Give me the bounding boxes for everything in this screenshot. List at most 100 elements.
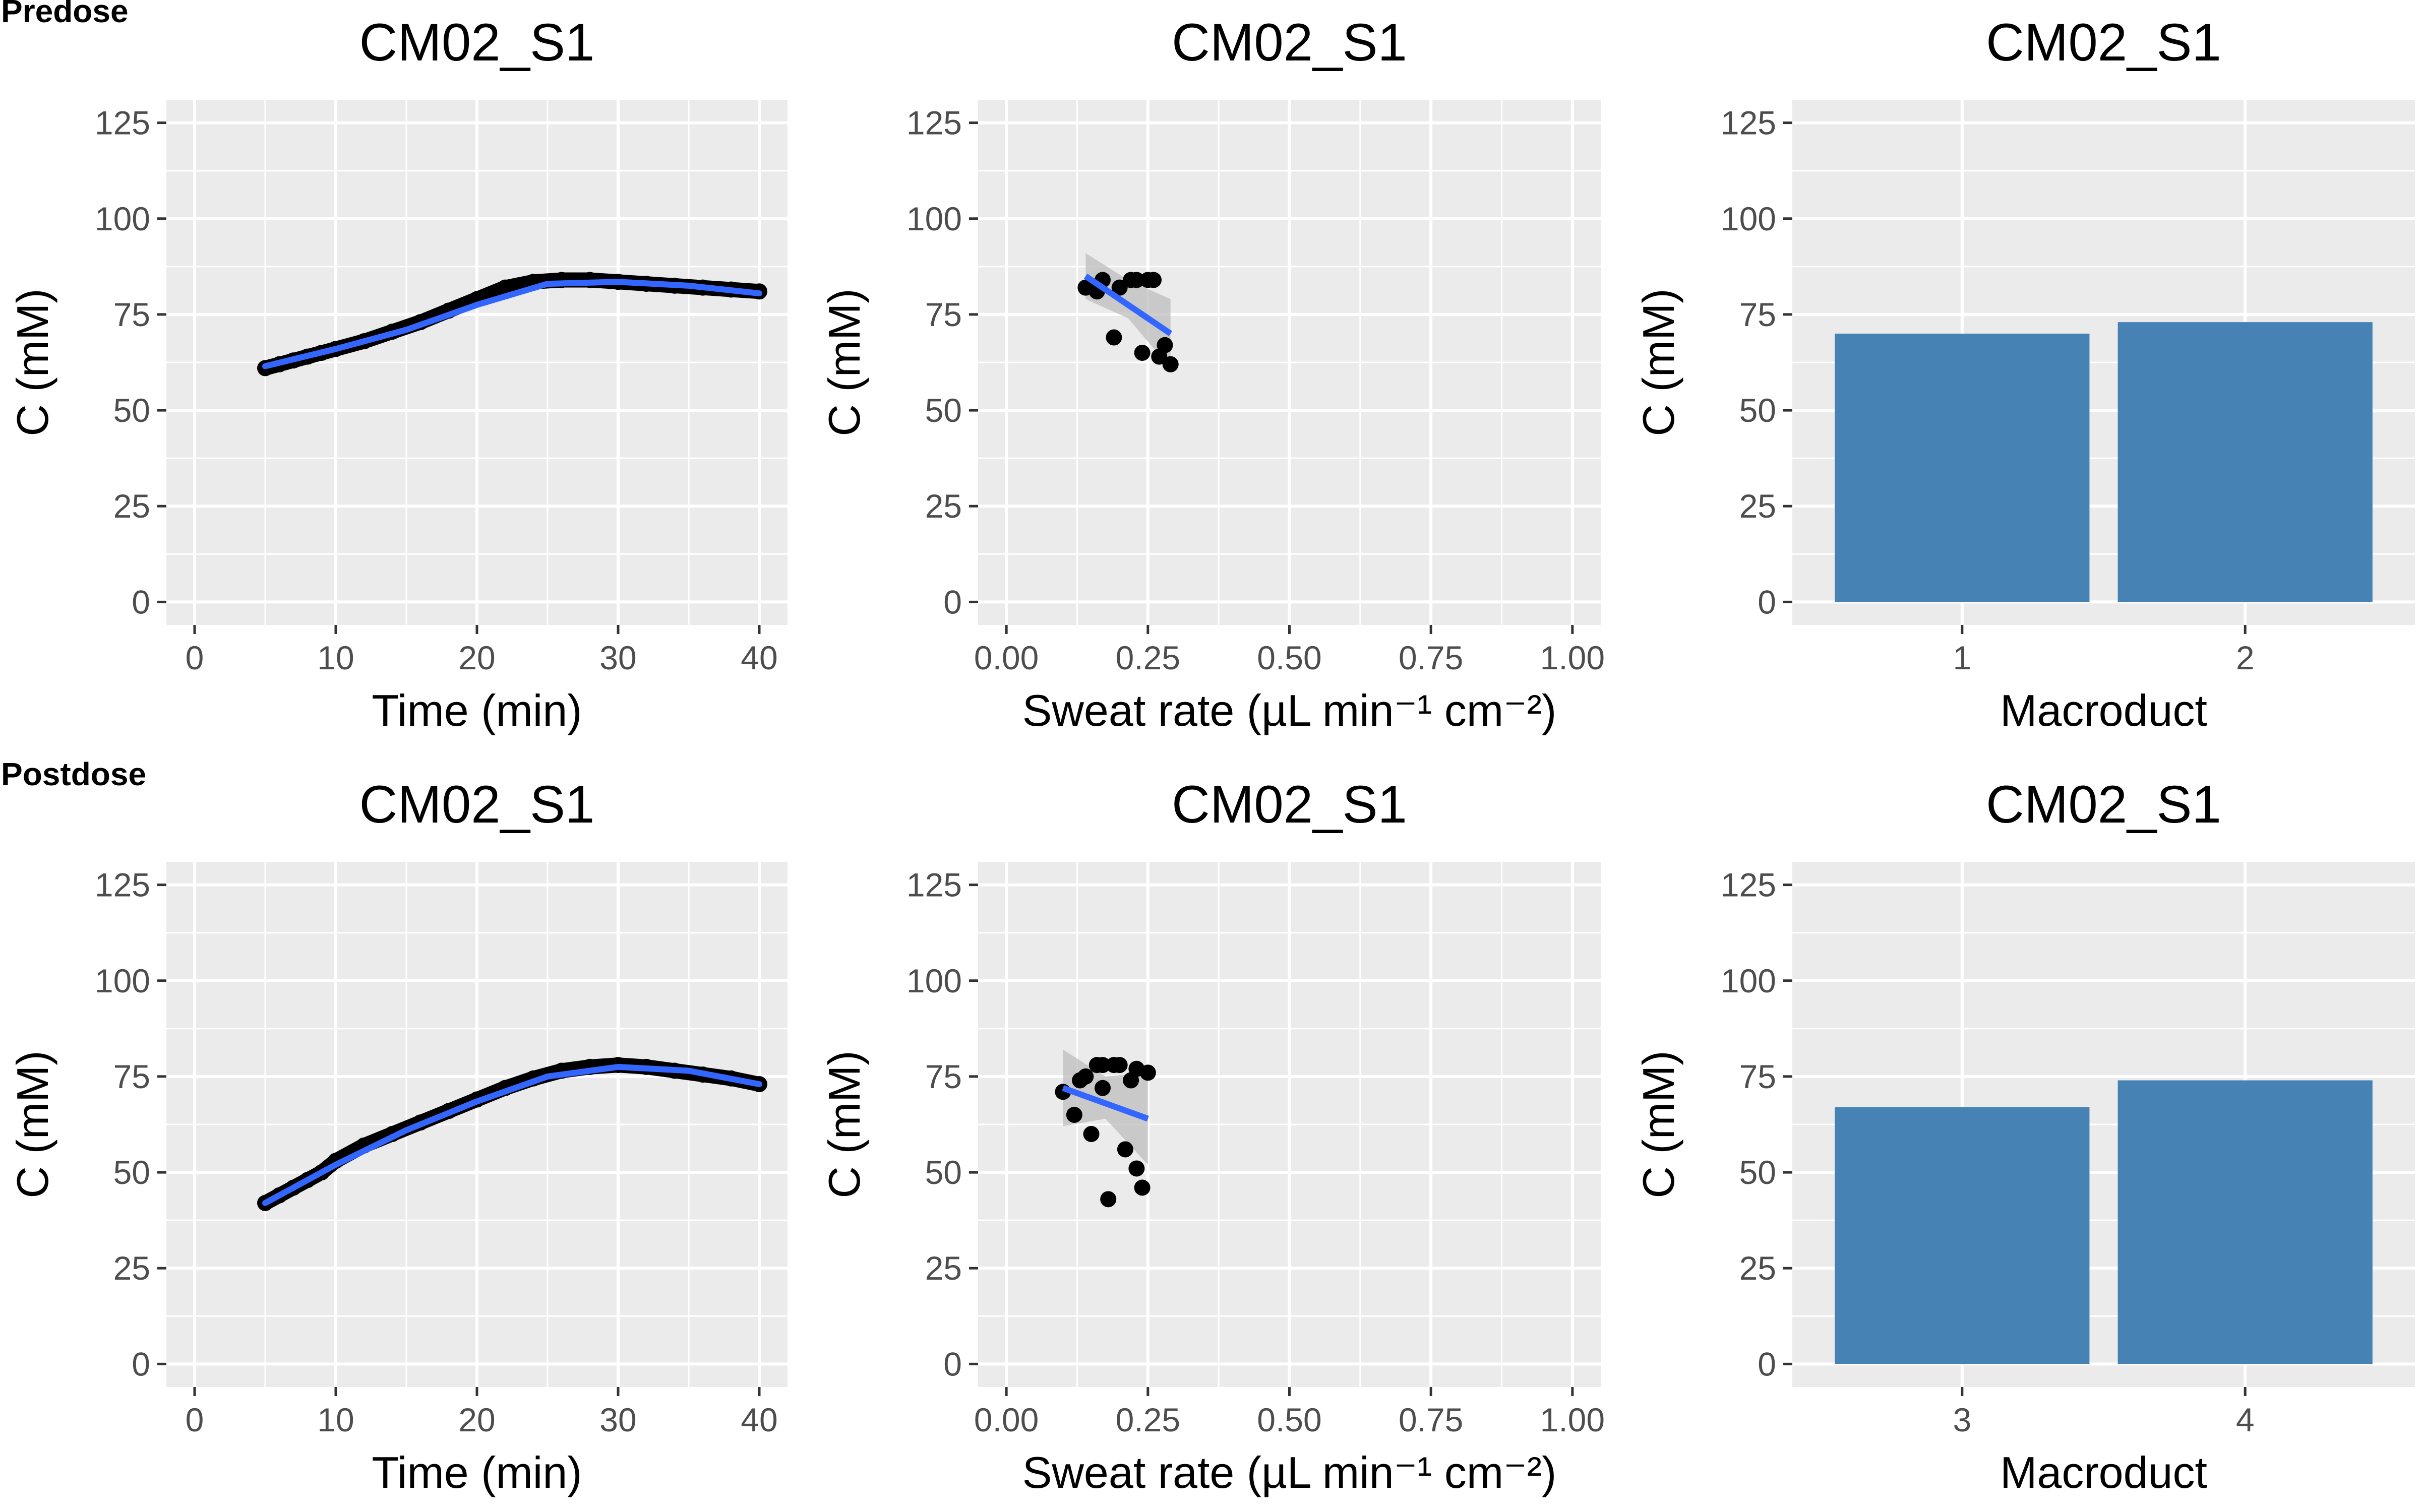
- data-point: [1111, 1057, 1128, 1074]
- bar: [2118, 322, 2373, 602]
- x-axis-title: Time (min): [372, 1447, 582, 1497]
- x-axis-title: Sweat rate (µL min⁻¹ cm⁻²): [1022, 1447, 1557, 1497]
- x-tick-label: 0.00: [974, 1401, 1039, 1438]
- y-tick-label: 0: [132, 583, 150, 620]
- bar: [1835, 1107, 2090, 1364]
- chart-panel-4: 0 25 50 75 100 125 0.00 0.25 0.50 0.75 1.00 CM02_S1…: [819, 775, 1605, 1497]
- y-tick-label: 100: [1721, 962, 1776, 999]
- panel-title: CM02_S1: [1986, 13, 2221, 72]
- x-tick-label: 40: [741, 1401, 777, 1438]
- y-tick-label: 0: [943, 583, 962, 620]
- data-point: [1066, 1106, 1082, 1123]
- chart-panel-1: 0 25 50 75 100 125 0.00 0.25 0.50 0.75 1.00 CM02_S1…: [819, 13, 1605, 735]
- x-axis-title: Macroduct: [2000, 1447, 2207, 1497]
- y-tick-label: 25: [113, 487, 150, 525]
- x-tick-label: 0.75: [1399, 1401, 1463, 1438]
- data-point: [1134, 344, 1151, 361]
- y-tick-label: 125: [906, 104, 962, 142]
- y-tick-label: 100: [906, 200, 962, 237]
- y-tick-label: 50: [113, 392, 150, 429]
- fit-line: [262, 1063, 762, 1206]
- y-tick-label: 0: [1758, 583, 1776, 620]
- fit-line: [262, 279, 762, 369]
- x-tick-label: 30: [599, 639, 636, 676]
- x-axis-title: Sweat rate (µL min⁻¹ cm⁻²): [1022, 685, 1557, 735]
- y-tick-label: 125: [95, 104, 150, 142]
- y-tick-label: 75: [1739, 1058, 1776, 1095]
- x-axis-title: Time (min): [372, 685, 582, 735]
- row-label-predose: Predose: [1, 0, 129, 29]
- y-tick-label: 25: [1739, 1249, 1776, 1287]
- y-axis-title: C (mM): [1634, 1050, 1683, 1198]
- data-point: [1077, 1068, 1094, 1085]
- y-tick-label: 25: [113, 1249, 150, 1287]
- y-axis-title: C (mM): [819, 1050, 869, 1198]
- bar: [1835, 333, 2090, 602]
- x-tick-label: 0.50: [1257, 639, 1321, 676]
- x-tick-label: 10: [317, 639, 354, 676]
- fit-line: [1083, 273, 1173, 336]
- chart-panel-5: 0 25 50 75 100 125 3 4 CM02_S1 Macroduct C (mM): [1634, 775, 2415, 1497]
- chart-panel-0: 0 25 50 75 100 125 0 10 20 30 40 CM02_S1 Time (min) C…: [8, 13, 788, 735]
- x-tick-label: 1.00: [1540, 1401, 1605, 1438]
- data-point: [1162, 356, 1179, 372]
- data-point: [1106, 329, 1122, 346]
- data-point: [1157, 337, 1173, 353]
- y-tick-label: 75: [1739, 296, 1776, 333]
- y-axis-title: C (mM): [819, 288, 869, 436]
- y-tick-label: 75: [925, 1058, 962, 1095]
- y-tick-label: 100: [906, 962, 962, 999]
- x-tick-label: 2: [2236, 639, 2255, 676]
- x-tick-label: 0: [186, 639, 204, 676]
- data-point: [1128, 1160, 1145, 1177]
- y-tick-label: 25: [925, 1249, 962, 1287]
- fit-line: [1062, 1085, 1149, 1122]
- y-tick-label: 0: [132, 1345, 150, 1382]
- x-tick-label: 0.75: [1399, 639, 1463, 676]
- data-point: [497, 279, 513, 296]
- y-tick-label: 100: [1721, 200, 1776, 237]
- y-tick-label: 0: [1758, 1345, 1776, 1382]
- x-tick-label: 3: [1953, 1401, 1971, 1438]
- panel-title: CM02_S1: [359, 775, 595, 834]
- y-tick-label: 125: [1721, 866, 1776, 904]
- y-tick-label: 100: [95, 962, 150, 999]
- y-tick-label: 125: [906, 866, 962, 904]
- y-tick-label: 25: [925, 487, 962, 525]
- y-tick-label: 125: [95, 866, 150, 904]
- x-tick-label: 0.25: [1116, 1401, 1180, 1438]
- data-point: [1117, 1141, 1133, 1158]
- chart-panel-2: 0 25 50 75 100 125 1 2 CM02_S1 Macroduct C (mM): [1634, 13, 2415, 735]
- data-point: [1128, 272, 1145, 288]
- x-tick-label: 0.25: [1116, 639, 1180, 676]
- y-tick-label: 0: [943, 1345, 962, 1382]
- y-tick-label: 50: [113, 1154, 150, 1191]
- y-tick-label: 50: [1739, 1154, 1776, 1191]
- x-tick-label: 4: [2236, 1401, 2255, 1438]
- y-tick-label: 50: [1739, 392, 1776, 429]
- y-tick-label: 125: [1721, 104, 1776, 142]
- panel-title: CM02_S1: [1172, 775, 1407, 834]
- y-tick-label: 50: [925, 1154, 962, 1191]
- data-point: [1083, 1126, 1100, 1143]
- x-tick-label: 10: [317, 1401, 354, 1438]
- x-tick-label: 20: [458, 639, 495, 676]
- y-tick-label: 100: [95, 200, 150, 237]
- data-point: [1111, 279, 1128, 296]
- data-point: [1134, 1179, 1151, 1196]
- x-tick-label: 1.00: [1540, 639, 1605, 676]
- y-tick-label: 75: [113, 296, 150, 333]
- panel-title: CM02_S1: [359, 13, 595, 72]
- x-axis-title: Macroduct: [2000, 685, 2207, 735]
- x-tick-label: 1: [1953, 639, 1971, 676]
- panel-title: CM02_S1: [1986, 775, 2221, 834]
- chart-panel-3: 0 25 50 75 100 125 0 10 20 30 40 CM02_S1 Time (min) C…: [8, 775, 788, 1497]
- data-point: [1145, 272, 1162, 288]
- data-point: [1095, 1057, 1111, 1074]
- bar: [2118, 1080, 2373, 1364]
- data-point: [1095, 1080, 1111, 1096]
- y-axis-title: C (mM): [8, 1050, 57, 1198]
- x-tick-label: 0.00: [974, 639, 1039, 676]
- row-label-postdose: Postdose: [1, 756, 146, 792]
